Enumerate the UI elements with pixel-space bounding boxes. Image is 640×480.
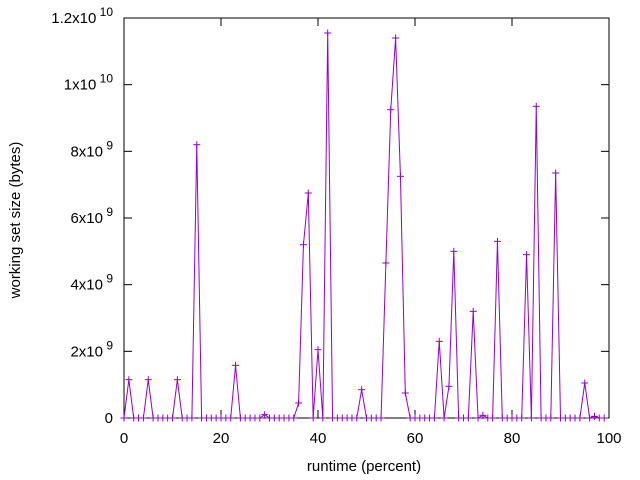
data-point xyxy=(479,411,487,419)
plot-frame xyxy=(123,17,610,419)
data-point xyxy=(469,307,477,315)
x-axis-ticks: 0 20 40 60 80 100 xyxy=(120,18,622,447)
data-point xyxy=(314,346,322,354)
data-point xyxy=(445,382,453,390)
y-tick-label: 2x10 9 xyxy=(70,338,113,360)
data-point xyxy=(450,247,458,255)
data-point xyxy=(125,376,133,384)
data-point xyxy=(590,412,598,420)
data-point xyxy=(581,379,589,387)
data-point xyxy=(518,414,526,422)
data-point xyxy=(377,414,385,422)
data-point xyxy=(188,414,196,422)
data-point xyxy=(435,337,443,345)
data-point xyxy=(139,414,147,422)
y-tick-label: 0 xyxy=(105,410,113,427)
data-point xyxy=(144,376,152,384)
x-tick-label: 20 xyxy=(213,430,230,447)
data-point xyxy=(523,251,531,259)
data-point xyxy=(532,102,540,110)
x-tick-label: 40 xyxy=(310,430,327,447)
y-tick-label: 6x10 9 xyxy=(70,205,113,227)
data-point xyxy=(319,414,327,422)
data-point xyxy=(169,414,176,422)
data-point xyxy=(353,414,361,422)
y-tick-label: 4x10 9 xyxy=(70,272,113,294)
data-point xyxy=(358,386,366,394)
data-point xyxy=(474,414,482,422)
data-point xyxy=(464,414,472,422)
data-point xyxy=(387,106,395,114)
data-point xyxy=(309,414,317,422)
data-point xyxy=(489,414,497,422)
data-point xyxy=(324,29,332,37)
y-axis-label: working set size (bytes) xyxy=(7,142,24,300)
data-point xyxy=(586,414,594,422)
data-point xyxy=(552,169,560,177)
data-point xyxy=(232,361,240,369)
data-point xyxy=(493,237,501,245)
data-point xyxy=(547,414,555,422)
data-point xyxy=(401,389,409,397)
data-point xyxy=(173,376,181,384)
series-line xyxy=(123,32,605,419)
data-point xyxy=(193,141,201,149)
data-point xyxy=(527,414,535,422)
y-tick-label: 8x10 9 xyxy=(70,138,113,160)
series-layer xyxy=(120,29,608,422)
y-tick-label: 1x10 10 xyxy=(64,72,114,94)
data-point xyxy=(120,414,128,422)
data-point xyxy=(576,414,584,422)
x-tick-label: 80 xyxy=(504,430,521,447)
x-tick-label: 100 xyxy=(596,430,621,447)
y-tick-label: 1.2x10 10 xyxy=(51,5,113,27)
data-point xyxy=(600,414,608,422)
data-point xyxy=(392,34,400,42)
data-point xyxy=(290,414,298,422)
data-point xyxy=(440,414,448,422)
data-point xyxy=(299,241,307,249)
x-tick-label: 60 xyxy=(407,430,424,447)
data-point xyxy=(227,414,235,422)
data-point xyxy=(396,172,404,180)
data-point xyxy=(430,414,438,422)
y-axis-ticks: 0 2x10 9 4x10 9 6x10 9 8x10 9 1x10 10 1.2x10 1… xyxy=(51,5,609,427)
data-point xyxy=(261,411,269,419)
data-point xyxy=(304,189,312,197)
data-point xyxy=(382,259,390,267)
data-point xyxy=(295,399,303,407)
data-point xyxy=(256,414,264,422)
x-tick-label: 0 xyxy=(120,430,128,447)
x-axis-label: runtime (percent) xyxy=(307,458,421,475)
